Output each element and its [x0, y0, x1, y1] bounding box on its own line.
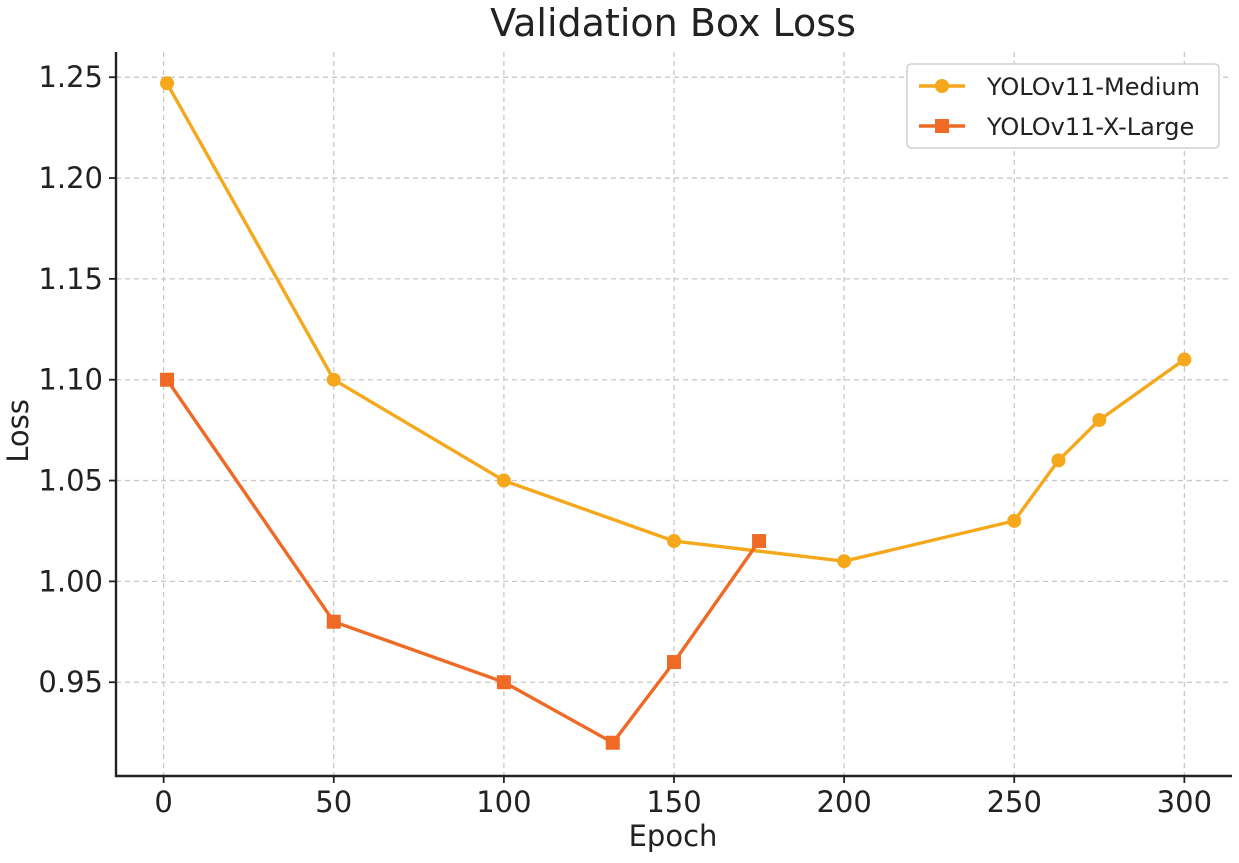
data-point-yolov11-medium: [326, 372, 341, 387]
legend-frame: [906, 63, 1220, 149]
data-point-yolov11-medium: [1092, 413, 1107, 428]
data-point-yolov11-x-large: [496, 675, 511, 690]
data-point-yolov11-medium: [1051, 453, 1066, 468]
chart-title: Validation Box Loss: [490, 1, 856, 45]
x-axis-title: Epoch: [629, 819, 718, 853]
y-tick-label: 1.10: [38, 363, 103, 397]
x-tick-label: 200: [816, 785, 871, 819]
series-yolov11-medium: [160, 76, 1192, 569]
data-point-yolov11-medium: [1177, 352, 1192, 367]
y-axis-title: Loss: [1, 399, 35, 463]
data-point-yolov11-medium: [1007, 513, 1022, 528]
data-point-yolov11-medium: [496, 473, 511, 488]
data-point-yolov11-x-large: [605, 735, 620, 750]
legend-marker-yolov11-medium: [935, 79, 949, 93]
data-point-yolov11-x-large: [667, 655, 681, 670]
y-tick-label: 1.00: [38, 564, 103, 598]
y-tick-label: 1.25: [38, 60, 103, 94]
legend: YOLOv11-Medium YOLOv11-X-Large: [906, 63, 1220, 149]
y-tick-label: 1.20: [38, 161, 103, 195]
series-line-yolov11-x-large: [165, 378, 761, 745]
axis-spines: [114, 52, 1232, 778]
data-point-yolov11-x-large: [160, 372, 175, 387]
x-tick-label: 300: [1157, 785, 1212, 819]
legend-label-yolov11-medium: YOLOv11-Medium: [986, 73, 1200, 101]
data-point-yolov11-x-large: [752, 534, 767, 549]
data-point-yolov11-medium: [667, 534, 681, 549]
data-point-yolov11-x-large: [326, 614, 341, 629]
legend-entry-yolov11-x-large: YOLOv11-X-Large: [919, 113, 1194, 141]
legend-entry-yolov11-medium: YOLOv11-Medium: [919, 73, 1200, 101]
x-tick-label: 50: [315, 785, 352, 819]
x-tick-label: 150: [646, 785, 701, 819]
series-layer: [160, 76, 1192, 750]
y-tick-label: 1.15: [38, 262, 103, 296]
series-yolov11-x-large: [160, 372, 767, 750]
x-tick-label: 0: [154, 785, 172, 819]
y-tick-label: 1.05: [38, 464, 103, 498]
x-tick-label: 100: [476, 785, 531, 819]
y-tick-label: 0.95: [38, 665, 103, 699]
series-line-yolov11-medium: [165, 82, 1186, 563]
data-point-yolov11-medium: [160, 76, 175, 91]
grid: [116, 52, 1232, 776]
legend-label-yolov11-x-large: YOLOv11-X-Large: [986, 113, 1194, 141]
axes: 0 50 100 150 200 250 300 0.95 1.00 1.05 1.10 1.15 1.…: [38, 52, 1232, 819]
x-tick-label: 250: [987, 785, 1042, 819]
legend-marker-yolov11-x-large: [935, 119, 949, 133]
data-point-yolov11-medium: [837, 554, 852, 569]
